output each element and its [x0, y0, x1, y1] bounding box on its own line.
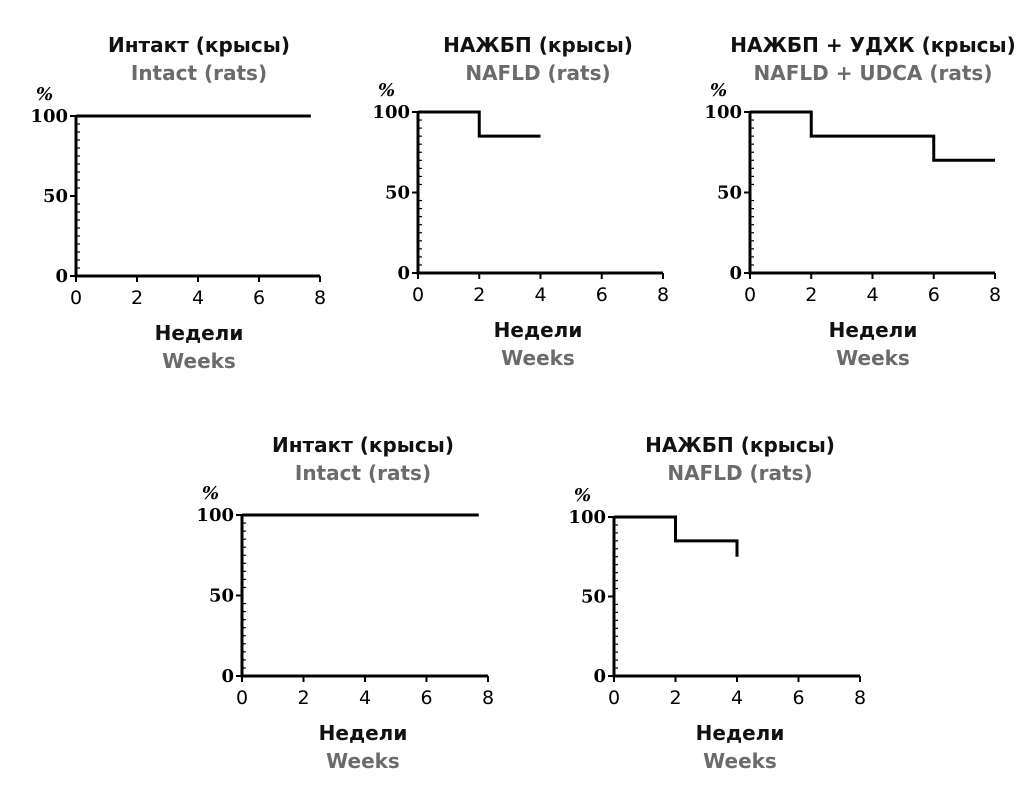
y-tick-label: 0	[397, 263, 410, 284]
x-axis-label-en: Weeks	[326, 749, 400, 773]
x-axis-label-en: Weeks	[836, 346, 910, 370]
x-axis-label-en: Weeks	[162, 349, 236, 373]
x-tick-label: 8	[482, 687, 494, 709]
x-axis-label: Недели	[155, 321, 244, 345]
x-axis-label-en: Weeks	[501, 346, 575, 370]
x-tick-label: 6	[420, 687, 432, 709]
x-tick-label: 8	[854, 687, 866, 709]
x-tick-label: 8	[314, 287, 326, 309]
y-tick-label: 50	[717, 183, 742, 204]
x-tick-label: 6	[928, 284, 940, 306]
x-tick-label: 0	[236, 687, 248, 709]
x-tick-label: 6	[596, 284, 608, 306]
y-tick-label: 100	[704, 102, 742, 123]
x-axis-label: Недели	[319, 721, 408, 745]
x-tick-label: 4	[866, 284, 878, 306]
x-tick-label: 4	[192, 287, 204, 309]
survival-step-line	[418, 110, 541, 138]
x-tick-label: 4	[534, 284, 546, 306]
x-axis-label: Недели	[829, 318, 918, 342]
y-tick-label: 0	[221, 666, 234, 687]
x-tick-label: 2	[669, 687, 681, 709]
x-tick-label: 0	[70, 287, 82, 309]
survival-step-line	[750, 110, 995, 162]
chart-title: Интакт (крысы)	[108, 33, 290, 57]
y-unit-label: %	[202, 483, 219, 504]
x-axis-label-en: Weeks	[703, 749, 777, 773]
y-tick-label: 0	[729, 263, 742, 284]
y-tick-label: 0	[593, 666, 606, 687]
x-tick-label: 2	[297, 687, 309, 709]
chart-subtitle: Intact (rats)	[131, 61, 267, 85]
y-tick-label: 100	[568, 507, 606, 528]
x-tick-label: 2	[473, 284, 485, 306]
x-tick-label: 2	[805, 284, 817, 306]
x-tick-label: 0	[744, 284, 756, 306]
y-unit-label: %	[36, 84, 53, 105]
y-tick-label: 100	[30, 106, 68, 127]
y-tick-label: 50	[581, 587, 606, 608]
y-tick-label: 100	[372, 102, 410, 123]
x-tick-label: 8	[657, 284, 669, 306]
x-tick-label: 0	[608, 687, 620, 709]
y-tick-label: 50	[385, 183, 410, 204]
chart-subtitle: Intact (rats)	[295, 461, 431, 485]
y-unit-label: %	[710, 80, 727, 101]
y-tick-label: 50	[43, 186, 68, 207]
chart-subtitle: NAFLD (rats)	[667, 461, 812, 485]
chart-title: НАЖБП (крысы)	[645, 433, 835, 457]
x-tick-label: 0	[412, 284, 424, 306]
chart-title: НАЖБП (крысы)	[443, 33, 633, 57]
survival-step-line	[614, 515, 739, 557]
chart-subtitle: NAFLD (rats)	[465, 61, 610, 85]
chart-title: НАЖБП + УДХК (крысы)	[730, 33, 1016, 57]
y-tick-label: 50	[209, 586, 234, 607]
x-tick-label: 4	[359, 687, 371, 709]
x-tick-label: 8	[989, 284, 1001, 306]
x-axis-label: Недели	[696, 721, 785, 745]
y-unit-label: %	[378, 80, 395, 101]
chart-title: Интакт (крысы)	[272, 433, 454, 457]
x-tick-label: 6	[253, 287, 265, 309]
chart-subtitle: NAFLD + UDCA (rats)	[754, 61, 993, 85]
x-tick-label: 6	[792, 687, 804, 709]
x-tick-label: 4	[731, 687, 743, 709]
y-tick-label: 100	[196, 505, 234, 526]
y-unit-label: %	[574, 485, 591, 506]
y-tick-label: 0	[55, 266, 68, 287]
x-tick-label: 2	[131, 287, 143, 309]
x-axis-label: Недели	[494, 318, 583, 342]
